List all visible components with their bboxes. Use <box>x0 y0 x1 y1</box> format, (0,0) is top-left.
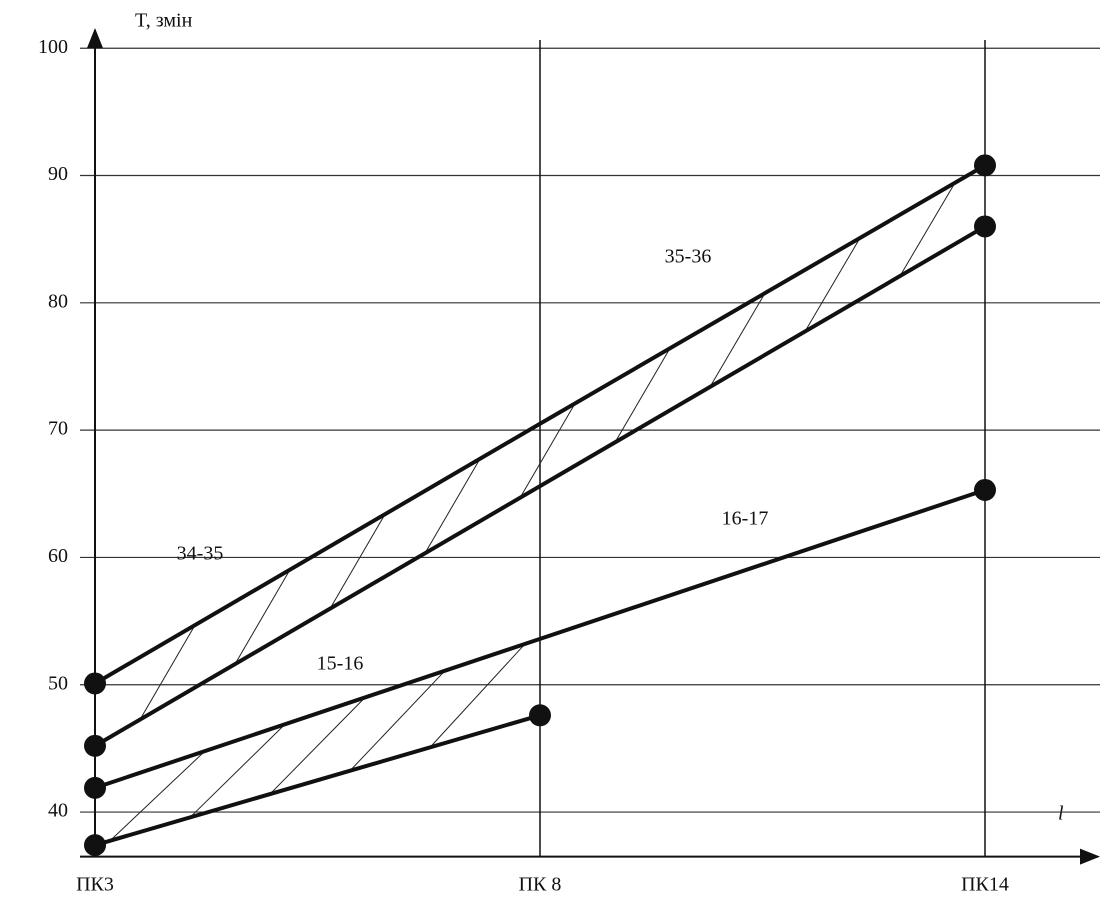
x-tick-label: ПК14 <box>961 874 1009 896</box>
y-axis-label: T, змін <box>135 10 193 32</box>
hatch <box>139 624 196 720</box>
series-line <box>93 224 987 748</box>
point <box>84 734 106 757</box>
annotation: 15-16 <box>317 653 364 675</box>
y-tick-label: 100 <box>38 36 68 58</box>
annotation: 35-36 <box>665 246 712 268</box>
hatch <box>519 403 576 499</box>
hatch <box>709 292 766 388</box>
series-line <box>93 163 987 686</box>
annotation: 16-17 <box>722 508 769 530</box>
x-axis-label: l <box>1058 803 1064 825</box>
hatch <box>109 750 206 842</box>
y-tick-label: 60 <box>48 545 68 567</box>
x-tick-label: ПК3 <box>76 874 114 896</box>
point <box>974 215 996 238</box>
point <box>529 704 551 727</box>
point <box>974 154 996 177</box>
hatch <box>234 569 291 665</box>
y-tick-label: 40 <box>48 800 68 822</box>
hatch <box>269 697 366 795</box>
series-line <box>94 488 986 790</box>
point <box>974 478 996 501</box>
hatch <box>189 723 286 818</box>
hatch <box>349 670 446 772</box>
x-tick-label: ПК 8 <box>519 874 562 896</box>
hatch <box>329 513 386 609</box>
point <box>84 672 106 695</box>
hatch <box>804 237 861 332</box>
annotation: 34-35 <box>177 543 224 565</box>
y-tick-label: 50 <box>48 672 68 694</box>
y-tick-label: 90 <box>48 163 68 185</box>
y-tick-label: 70 <box>48 418 68 440</box>
hatch <box>429 643 526 748</box>
hatch <box>899 182 956 277</box>
point <box>84 776 106 799</box>
hatch <box>424 458 481 554</box>
series-line <box>94 713 541 848</box>
point <box>84 834 106 857</box>
hatch <box>614 348 671 443</box>
y-tick-label: 80 <box>48 290 68 312</box>
